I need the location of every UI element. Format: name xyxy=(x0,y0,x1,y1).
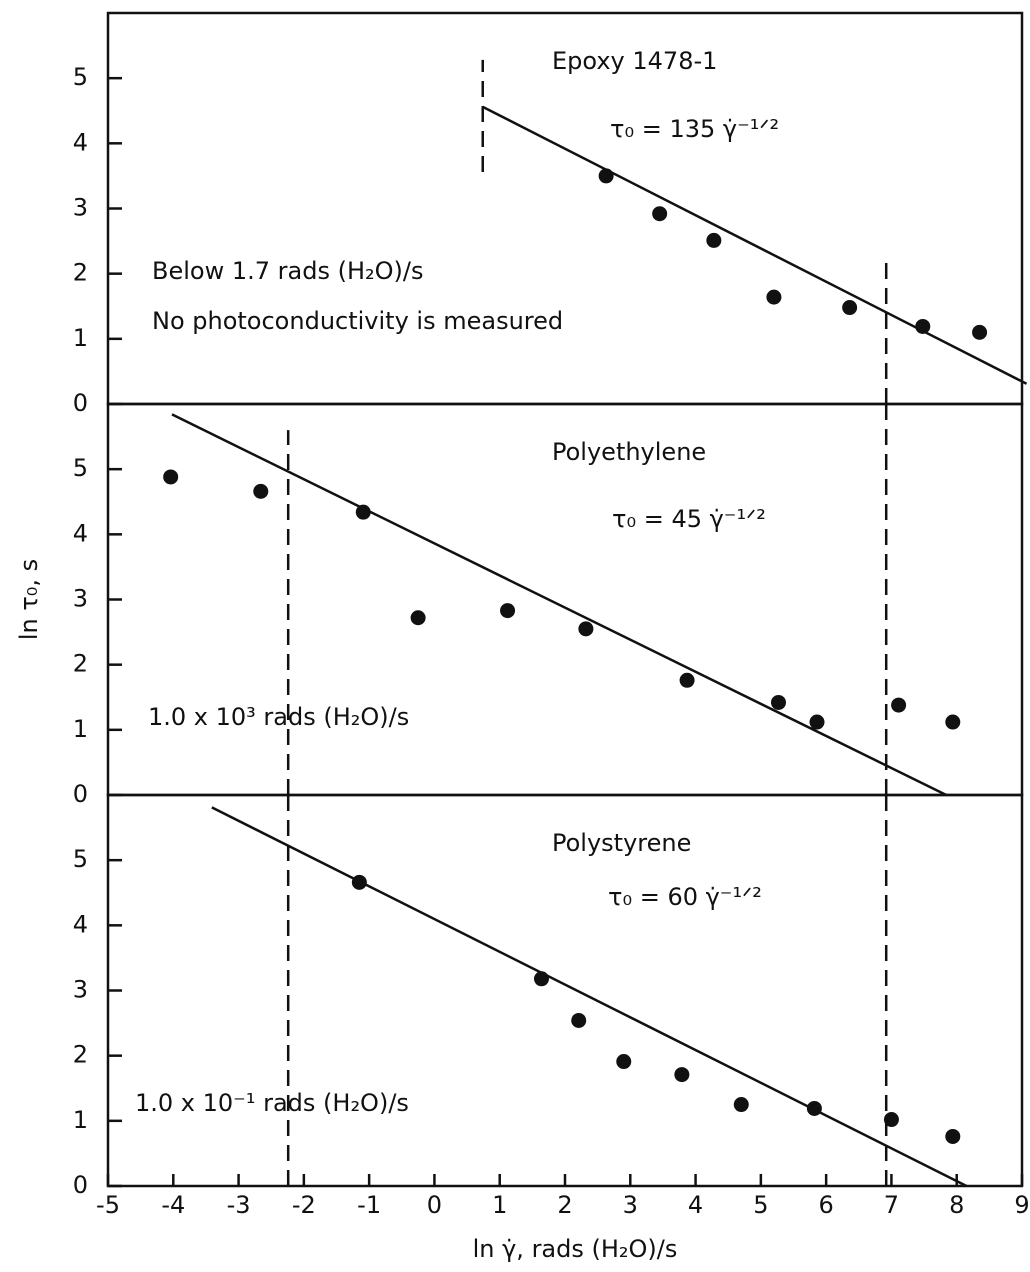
x-tick-label: 0 xyxy=(427,1191,442,1219)
data-point xyxy=(915,318,931,334)
data-point xyxy=(533,971,549,987)
data-point xyxy=(972,324,988,340)
x-tick-label: 7 xyxy=(884,1191,899,1219)
x-tick-label: 6 xyxy=(819,1191,834,1219)
data-point xyxy=(410,610,426,626)
data-point xyxy=(616,1054,632,1070)
y-tick-label: 2 xyxy=(73,650,88,678)
data-point xyxy=(770,694,786,710)
x-tick-label: 2 xyxy=(557,1191,572,1219)
y-tick-label: 5 xyxy=(73,845,88,873)
data-point xyxy=(842,300,858,316)
panel-title: Polystyrene xyxy=(552,829,691,857)
annotation: Below 1.7 rads (H₂O)/s xyxy=(152,257,423,285)
data-point xyxy=(679,672,695,688)
y-tick-label: 3 xyxy=(73,585,88,613)
x-tick-label: 1 xyxy=(492,1191,507,1219)
y-tick-label: 5 xyxy=(73,63,88,91)
x-tick-label: -2 xyxy=(292,1191,316,1219)
y-tick-label: 0 xyxy=(73,1171,88,1199)
annotation: No photoconductivity is measured xyxy=(152,307,563,335)
data-point xyxy=(571,1012,587,1028)
data-point xyxy=(733,1097,749,1113)
y-tick-label: 2 xyxy=(73,259,88,287)
y-axis-label: ln τ₀, s xyxy=(15,559,43,640)
y-tick-label: 3 xyxy=(73,976,88,1004)
y-tick-label: 1 xyxy=(73,324,88,352)
fit-line xyxy=(171,413,947,797)
data-point xyxy=(598,168,614,184)
y-tick-label: 0 xyxy=(73,780,88,808)
y-tick-label: 3 xyxy=(73,194,88,222)
y-tick-label: 2 xyxy=(73,1041,88,1069)
x-tick-label: 4 xyxy=(688,1191,703,1219)
data-point xyxy=(163,469,179,485)
data-point xyxy=(891,697,907,713)
data-point xyxy=(253,483,269,499)
data-point xyxy=(652,206,668,222)
panel-title: Epoxy 1478-1 xyxy=(552,47,717,75)
data-point xyxy=(355,504,371,520)
annotation: τ₀ = 60 γ̇⁻¹ᐟ² xyxy=(608,883,762,911)
y-tick-label: 0 xyxy=(73,389,88,417)
data-point xyxy=(806,1100,822,1116)
x-tick-label: 9 xyxy=(1014,1191,1029,1219)
data-point xyxy=(883,1112,899,1128)
y-tick-label: 4 xyxy=(73,519,88,547)
data-point xyxy=(766,289,782,305)
y-tick-label: 1 xyxy=(73,715,88,743)
y-tick-label: 4 xyxy=(73,128,88,156)
data-point xyxy=(945,714,961,730)
panel-title: Polyethylene xyxy=(552,438,706,466)
x-tick-label: 5 xyxy=(753,1191,768,1219)
data-point xyxy=(706,232,722,248)
y-tick-label: 1 xyxy=(73,1106,88,1134)
x-tick-label: -5 xyxy=(96,1191,120,1219)
fit-line xyxy=(211,806,968,1188)
y-tick-label: 5 xyxy=(73,454,88,482)
data-point xyxy=(809,714,825,730)
annotation: τ₀ = 45 γ̇⁻¹ᐟ² xyxy=(612,505,766,533)
annotation: τ₀ = 135 γ̇⁻¹ᐟ² xyxy=(610,115,779,143)
x-tick-label: -3 xyxy=(227,1191,251,1219)
annotation: 1.0 x 10³ rads (H₂O)/s xyxy=(148,703,409,731)
fit-line xyxy=(482,105,1028,385)
x-tick-label: 3 xyxy=(623,1191,638,1219)
data-point xyxy=(578,621,594,637)
data-point xyxy=(674,1067,690,1083)
x-tick-label: -1 xyxy=(357,1191,381,1219)
data-point xyxy=(351,874,367,890)
data-point xyxy=(945,1128,961,1144)
x-axis-label: ln γ̇, rads (H₂O)/s xyxy=(473,1235,678,1263)
data-point xyxy=(500,603,516,619)
x-tick-label: -4 xyxy=(161,1191,185,1219)
annotation: 1.0 x 10⁻¹ rads (H₂O)/s xyxy=(135,1089,409,1117)
y-tick-label: 4 xyxy=(73,910,88,938)
x-tick-label: 8 xyxy=(949,1191,964,1219)
